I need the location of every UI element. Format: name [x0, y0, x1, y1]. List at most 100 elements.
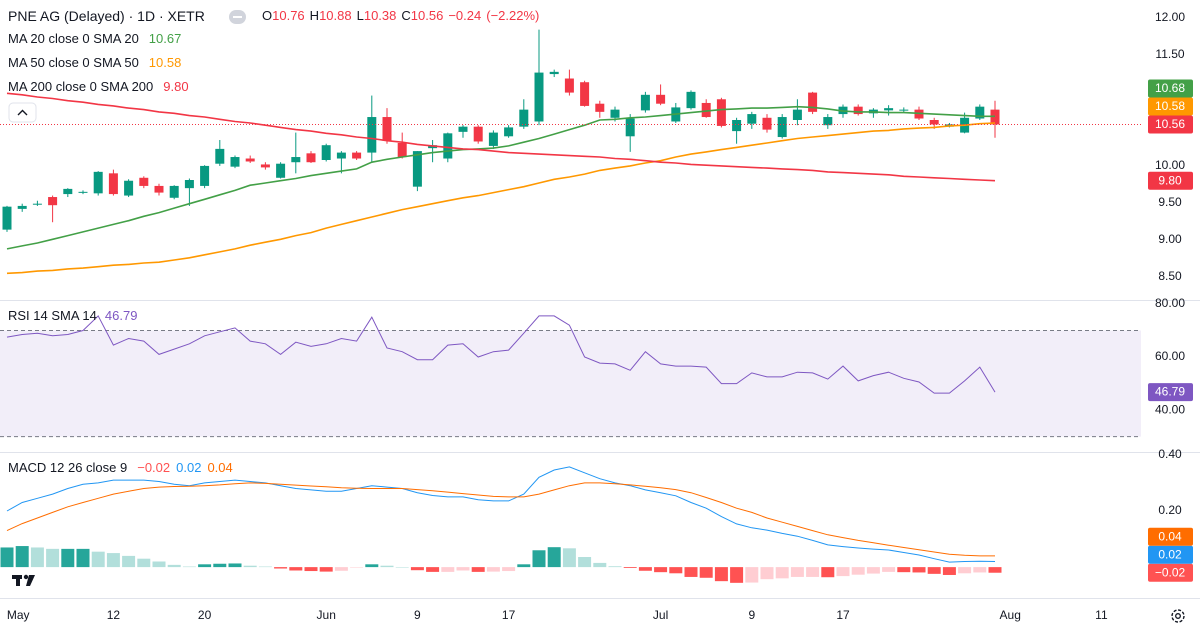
candle-body [154, 185, 164, 193]
overlay: 8.509.009.5010.0010.5011.0011.5012.00PNE… [7, 8, 1193, 622]
macd-histogram-bar [790, 567, 804, 577]
collapse-chevron[interactable] [17, 109, 28, 116]
macd-histogram-bar [76, 548, 90, 568]
ohlc-value: 10.56 [411, 8, 444, 23]
candle-body [352, 152, 362, 159]
y-tick-label: 9.50 [1158, 195, 1182, 209]
logo[interactable] [12, 574, 35, 586]
change-percent: (−2.22%) [486, 8, 539, 23]
macd-legend-value: 0.02 [176, 460, 201, 475]
legend: O10.76 H10.88 L10.38 C10.56 −0.24 (−2.22%) [262, 8, 539, 23]
y-tick-label: 11.50 [1155, 47, 1184, 61]
macd-histogram-bar [912, 567, 926, 573]
gear-outer[interactable] [1171, 609, 1185, 623]
collapse-button-bg[interactable] [8, 102, 37, 123]
gear-inner[interactable] [1175, 613, 1181, 619]
y-tick-label: 60.00 [1155, 349, 1185, 363]
y-tick-label: 10.00 [1155, 158, 1185, 172]
macd-histogram-bar [243, 565, 257, 568]
x-tick-label: Aug [1000, 608, 1021, 622]
y-tick-label: 40.00 [1155, 402, 1185, 416]
candle-body [975, 106, 985, 119]
macd-histogram-bar [15, 546, 29, 568]
candle-body [382, 117, 392, 141]
rsi-band [0, 330, 1141, 437]
macd-histogram-bar [638, 567, 652, 571]
price-badge [1148, 79, 1193, 98]
price-badge-label: 0.02 [1158, 547, 1182, 561]
macd-histogram-bar [882, 567, 896, 572]
macd-histogram-bar [471, 567, 485, 572]
ohlc-value: 10.76 [272, 8, 305, 23]
candle-body [443, 133, 453, 159]
candle-body [276, 163, 286, 178]
candle-body [899, 109, 909, 111]
candle-body [230, 157, 240, 167]
collapse-legend-button[interactable] [8, 102, 37, 123]
candle-body [701, 102, 711, 118]
x-tick-label: 9 [414, 608, 421, 622]
candle-body [504, 127, 514, 137]
candle-body [458, 126, 468, 132]
visibility-toggle[interactable] [229, 10, 246, 24]
y-tick-label: 0.40 [1158, 447, 1182, 461]
candle-body [367, 117, 377, 153]
macd-histogram-bar [365, 564, 379, 568]
y-tick-label: 8.50 [1158, 269, 1182, 283]
price-badge-label: 46.79 [1155, 385, 1185, 399]
macd-histogram-bar [730, 567, 744, 583]
macd-histogram-bar [182, 566, 196, 568]
y-tick-label: 12.00 [1155, 10, 1185, 24]
candle-body [2, 206, 12, 230]
macd-histogram-bar [213, 563, 227, 568]
candle-body [625, 118, 635, 137]
macd-histogram-bar [942, 567, 956, 575]
price-badge-label: 9.80 [1158, 173, 1182, 187]
rsi-legend-value: 46.79 [105, 308, 138, 323]
settings-button[interactable] [1171, 609, 1185, 623]
price-badge [1148, 383, 1193, 402]
macd-histogram-bar [502, 567, 516, 572]
ohlc-letter: L [357, 8, 364, 23]
macd-histogram-bar [669, 567, 683, 574]
x-tick-label: 12 [107, 608, 121, 622]
macd-line [6, 482, 995, 557]
logo-part[interactable] [26, 575, 35, 586]
macd-histogram-bar [699, 567, 713, 578]
macd-histogram-bar [897, 567, 911, 573]
macd-histogram-bar [319, 567, 333, 572]
price-badge-label: 10.56 [1155, 117, 1185, 131]
logo-part[interactable] [23, 574, 29, 580]
candle-body [321, 145, 331, 160]
marks [0, 29, 1141, 583]
moving-average-line [6, 122, 996, 275]
candle-body [139, 177, 149, 186]
macd-histogram-bar [46, 548, 60, 568]
moving-average-line [6, 105, 995, 250]
macd-histogram-bar [973, 567, 987, 573]
candle-body [488, 132, 498, 146]
candle-body [63, 188, 73, 195]
price-badge [1148, 115, 1193, 134]
macd-histogram-bar [228, 563, 242, 568]
visibility-toggle-dash[interactable] [233, 16, 242, 18]
candle-body [792, 109, 802, 120]
candle-body [291, 157, 301, 163]
candle-body [656, 94, 666, 104]
ohlc-value: 10.38 [364, 8, 397, 23]
legend: RSI 14 SMA 14 46.79 [8, 308, 137, 323]
macd-histogram-bar [821, 567, 835, 578]
x-tick-label: 11 [1095, 608, 1108, 622]
macd-histogram-bar [395, 567, 409, 568]
candle-body [762, 117, 772, 130]
candle-body [245, 158, 255, 162]
macd-histogram-bar [684, 567, 698, 577]
macd-histogram-bar [61, 548, 75, 568]
candle-body [732, 120, 742, 132]
logo-part[interactable] [16, 575, 20, 586]
price-badge-label: 0.04 [1158, 529, 1182, 543]
candle-body [519, 109, 529, 127]
macd-legend-name: MACD 12 26 close 9 [8, 460, 127, 475]
